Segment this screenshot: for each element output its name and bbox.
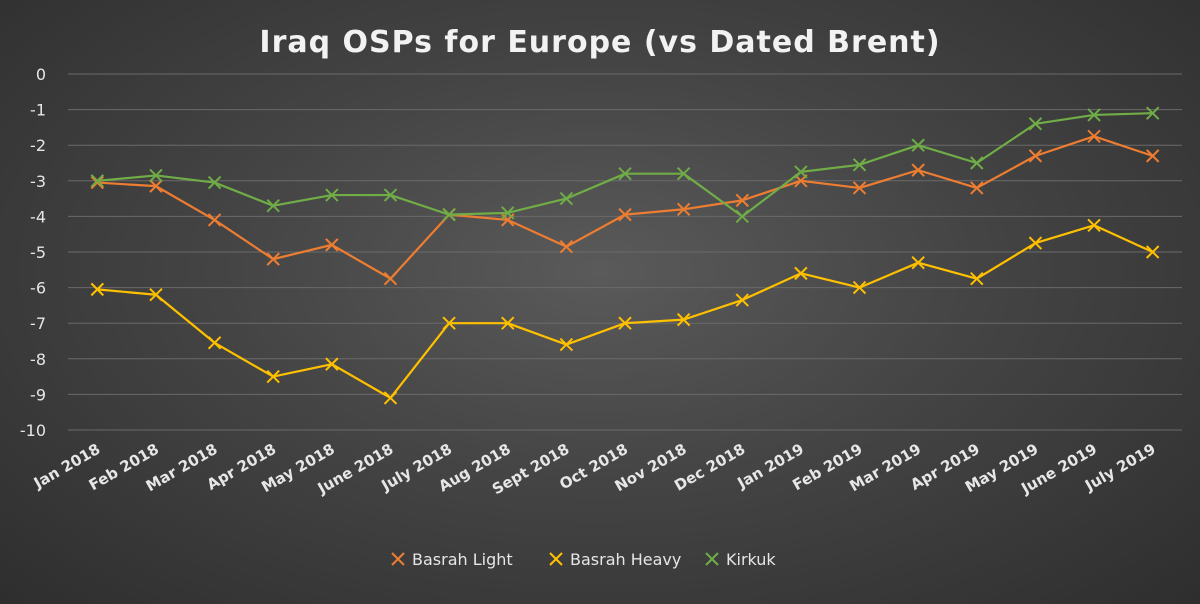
data-point-marker (970, 271, 984, 286)
legend-label: Basrah Heavy (570, 550, 681, 569)
y-tick-label: 0 (36, 65, 46, 84)
data-point-marker (207, 175, 222, 190)
series-line (97, 135, 1154, 280)
data-point-marker (266, 252, 280, 266)
legend-item: Kirkuk (705, 550, 776, 569)
y-tick-label: -1 (30, 101, 46, 120)
y-tick-label: -8 (30, 350, 46, 369)
y-tick-label: -9 (30, 385, 46, 404)
data-point-marker (90, 175, 105, 190)
data-point-marker (442, 207, 456, 222)
legend-marker-icon (705, 552, 719, 566)
data-point-marker (149, 288, 163, 302)
data-point-marker (852, 181, 867, 195)
data-point-marker (735, 193, 749, 208)
data-point-marker (911, 138, 925, 152)
data-point-marker (1145, 245, 1160, 259)
data-point-marker (618, 207, 632, 222)
series-lines (90, 106, 1160, 405)
gridlines (68, 73, 1182, 431)
y-tick-label: -10 (20, 421, 46, 440)
data-point-marker (970, 156, 984, 170)
series-basrah-heavy (90, 218, 1160, 405)
chart-title: Iraq OSPs for Europe (vs Dated Brent) (259, 25, 940, 60)
data-point-marker (559, 191, 574, 206)
data-point-marker (735, 293, 749, 307)
data-point-marker (90, 282, 105, 297)
data-point-marker (325, 238, 339, 252)
series-line (97, 224, 1154, 400)
data-point-marker (1145, 106, 1160, 120)
legend-marker-icon (549, 552, 563, 566)
data-point-marker (325, 357, 339, 371)
data-point-marker (1028, 117, 1043, 131)
data-point-marker (266, 199, 280, 213)
data-point-marker (325, 188, 339, 202)
data-point-marker (676, 312, 691, 327)
data-point-marker (1087, 108, 1101, 122)
data-point-marker (911, 255, 925, 270)
data-point-marker (149, 168, 163, 183)
data-point-marker (559, 337, 574, 352)
y-tick-label: -5 (30, 243, 46, 262)
data-point-marker (207, 213, 222, 227)
data-point-marker (618, 166, 632, 181)
data-point-marker (266, 369, 280, 384)
data-point-marker (383, 271, 398, 286)
legend-item: Basrah Light (391, 550, 513, 569)
data-point-marker (383, 188, 398, 202)
data-point-marker (383, 391, 398, 405)
series-basrah-light (90, 129, 1160, 286)
data-point-marker (794, 165, 808, 179)
legend: Basrah Light Basrah Heavy Kirkuk (391, 550, 776, 569)
data-point-marker (852, 280, 867, 295)
series-kirkuk (90, 106, 1160, 224)
data-point-marker (559, 239, 574, 254)
data-point-marker (676, 202, 691, 216)
data-point-marker (676, 166, 691, 181)
data-point-marker (1028, 236, 1043, 250)
data-point-marker (501, 316, 515, 330)
data-point-marker (442, 316, 456, 330)
data-point-marker (149, 179, 163, 193)
y-tick-label: -4 (30, 207, 46, 226)
data-point-marker (852, 158, 867, 172)
data-point-marker (1145, 149, 1160, 163)
data-point-marker (501, 206, 515, 220)
data-point-marker (90, 174, 105, 188)
data-point-marker (618, 316, 632, 330)
y-tick-label: -3 (30, 172, 46, 191)
y-tick-label: -2 (30, 136, 46, 155)
legend-label: Kirkuk (726, 550, 776, 569)
data-point-marker (794, 266, 808, 281)
legend-marker-icon (391, 552, 405, 566)
data-point-marker (1087, 218, 1101, 233)
data-point-marker (207, 336, 222, 350)
data-point-marker (735, 209, 749, 224)
legend-item: Basrah Heavy (549, 550, 681, 569)
data-point-marker (1028, 149, 1043, 163)
data-point-marker (970, 181, 984, 195)
data-point-marker (911, 163, 925, 177)
data-point-marker (1087, 129, 1101, 144)
y-tick-label: -6 (30, 279, 46, 298)
y-tick-label: -7 (30, 314, 46, 333)
series-line (97, 112, 1153, 218)
y-axis-ticks: 0 -1 -2 -3 -4 -5 -6 -7 -8 -9 -10 (20, 65, 46, 440)
legend-label: Basrah Light (412, 550, 513, 569)
